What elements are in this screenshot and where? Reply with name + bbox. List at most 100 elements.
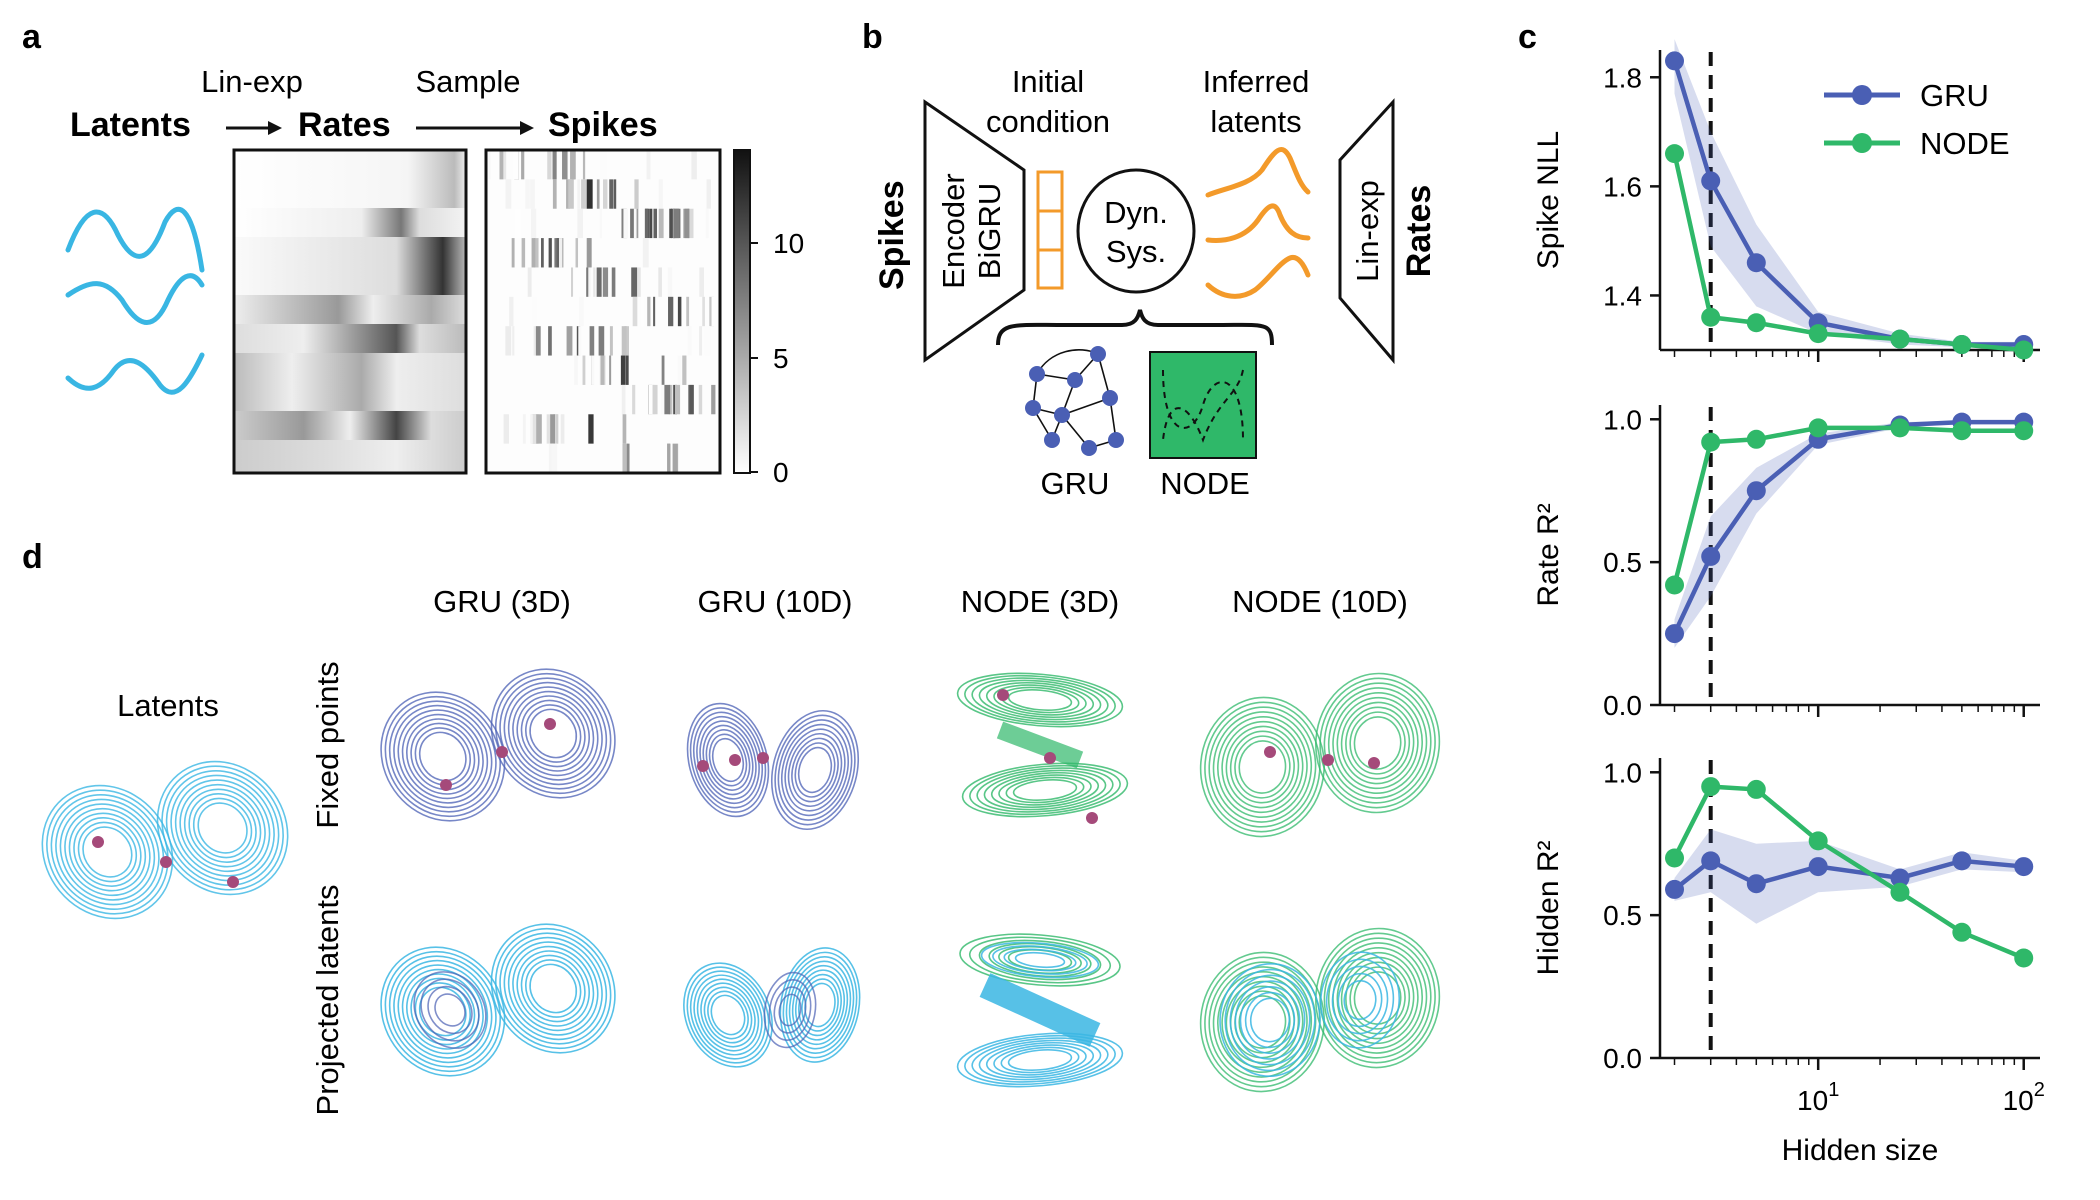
y-tick-label: 1.8	[1603, 62, 1642, 93]
trajectory-loop	[998, 774, 1092, 806]
trajectory-loop	[427, 985, 473, 1035]
spike-bar	[600, 150, 607, 180]
data-point	[1890, 418, 1910, 438]
trajectory-loop	[520, 699, 586, 768]
spike-bar	[714, 238, 719, 268]
trajectory-loop	[791, 964, 849, 1046]
colorbar-tick-0: 0	[773, 457, 789, 488]
trajectory-loop	[520, 954, 586, 1023]
data-point	[1701, 546, 1721, 566]
spike-bar	[641, 296, 644, 327]
data-point	[1665, 575, 1685, 595]
trajectory-loop	[434, 993, 466, 1027]
spike-bar	[711, 384, 716, 415]
line-chart-2: 0.0 0.5 1.0 Rate R²	[1532, 404, 2040, 721]
data-point	[1665, 144, 1685, 164]
trajectory-loop	[161, 765, 284, 891]
spike-bar	[505, 179, 512, 209]
spike-bar	[664, 384, 671, 415]
trajectory-loop	[494, 672, 612, 795]
trajectory-loop	[693, 711, 763, 809]
trajectory-loop	[961, 762, 1129, 818]
trajectory-loop	[512, 690, 595, 777]
spike-bar	[631, 267, 638, 297]
gru-network-icon	[1025, 346, 1124, 456]
spike-bar	[684, 208, 690, 239]
trajectory-loop	[529, 963, 578, 1014]
trajectory-loop	[1349, 711, 1406, 775]
data-point	[1808, 324, 1828, 344]
spike-bar	[488, 150, 491, 180]
trajectory-loop	[68, 812, 147, 892]
spike-bar	[512, 326, 515, 356]
colorbar: 10 5 0	[733, 149, 804, 488]
trajectory-loop	[708, 733, 748, 787]
legend: GRU NODE	[1824, 78, 2010, 161]
trajectory-loop	[710, 994, 746, 1036]
trajectory-loop	[971, 1037, 1109, 1083]
data-point	[1665, 879, 1685, 899]
trajectory-loop	[418, 986, 467, 1037]
hidden-size-charts: 1.4 1.6 1.8 Spike NLL 0.0 0.5 1.0 Rate R² 0.0 0.5…	[1532, 39, 2045, 1167]
trajectory-loop	[777, 719, 853, 821]
trajectory-loop	[1005, 776, 1085, 804]
data-point	[2014, 857, 2034, 877]
y-axis-label: Spike NLL	[1532, 131, 1565, 269]
trajectory-loop	[494, 927, 612, 1050]
trajectory-loop	[512, 945, 595, 1032]
spike-bar	[532, 414, 539, 444]
gru-10d-projected-latents	[683, 947, 861, 1068]
fixed-point-dot	[729, 754, 741, 766]
y-tick-label: 0.5	[1603, 547, 1642, 578]
spike-bar	[554, 238, 559, 268]
trajectory-loop	[693, 974, 763, 1056]
fixed-point-dot	[440, 779, 452, 791]
fixed-point-dot	[496, 746, 508, 758]
trajectory-loop	[707, 990, 749, 1040]
spike-bar	[498, 208, 504, 239]
trajectory-loop	[779, 947, 861, 1063]
spike-bar	[642, 238, 649, 268]
trajectory-loop	[1007, 1049, 1073, 1071]
spike-bar	[622, 443, 629, 473]
trajectory-loop	[388, 955, 497, 1068]
trajectory-loop	[703, 986, 753, 1044]
lin-exp-step-label: Lin-exp	[201, 64, 303, 99]
trajectory-loop	[1208, 706, 1317, 828]
spike-bar	[603, 179, 608, 209]
latents-attractor-title: Latents	[117, 688, 219, 723]
data-point	[1952, 851, 1972, 871]
panel-label-c: c	[1518, 18, 1537, 56]
spike-bar	[711, 296, 715, 327]
trajectory-loop	[1325, 958, 1395, 1042]
trajectory-loop	[384, 950, 502, 1073]
trajectory-loop	[774, 714, 856, 826]
row-projected-latents: Projected latents	[310, 885, 345, 1116]
trajectory-loop	[170, 774, 275, 882]
data-point	[1952, 922, 1972, 942]
spike-bar	[589, 326, 595, 356]
spike-bar	[620, 355, 626, 385]
column-gru-3d: GRU (3D)	[433, 584, 571, 619]
trajectory-loop	[1000, 1046, 1080, 1074]
trajectory-loop	[388, 700, 497, 813]
spike-bar	[551, 443, 558, 473]
trajectory-loop	[1332, 692, 1423, 794]
trajectory-loop	[516, 950, 590, 1027]
trajectory-loop	[794, 969, 846, 1041]
node-vector-field-icon	[1149, 351, 1257, 459]
spike-bar	[647, 296, 651, 327]
spike-bar	[571, 267, 574, 297]
data-point	[1701, 171, 1721, 191]
trajectory-loop	[179, 783, 266, 873]
spike-bar	[602, 267, 609, 297]
trajectory-loop	[785, 956, 855, 1054]
trajectory-loop	[384, 695, 502, 818]
trajectory-loop	[397, 709, 489, 804]
arrow-latents-to-rates	[226, 121, 282, 135]
trajectory-loop	[59, 803, 156, 901]
data-point	[1701, 851, 1721, 871]
spike-bar	[503, 414, 509, 444]
fixed-point-dot	[160, 856, 172, 868]
trajectory-loop	[784, 728, 846, 812]
